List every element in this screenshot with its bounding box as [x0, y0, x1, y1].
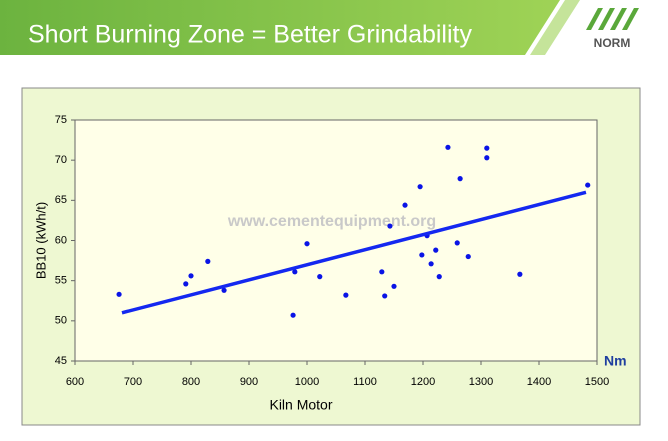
- header-band: [0, 0, 560, 55]
- point: [417, 184, 423, 190]
- point: [454, 240, 460, 246]
- point: [292, 269, 298, 275]
- point: [116, 291, 122, 297]
- x-tick-label: 600: [66, 376, 84, 388]
- trendline: [121, 190, 587, 315]
- point: [382, 293, 388, 299]
- y-tick-label: 65: [55, 194, 67, 206]
- x-tick-label: 1100: [353, 376, 377, 388]
- point: [317, 274, 323, 280]
- point: [290, 312, 296, 318]
- x-axis-label: Kiln Motor: [269, 397, 332, 413]
- header-stripe: [530, 0, 580, 55]
- x-tick-label: 1000: [295, 376, 319, 388]
- logo-text: NORM: [594, 36, 631, 50]
- y-tick-label: 70: [55, 154, 67, 166]
- x-tick-label: 1500: [585, 376, 609, 388]
- point: [419, 252, 425, 258]
- y-tick-label: 50: [55, 315, 67, 327]
- point: [585, 182, 591, 188]
- point: [465, 253, 471, 260]
- x-tick-label: 1300: [469, 376, 493, 388]
- y-tick-label: 75: [55, 114, 67, 126]
- point: [343, 292, 349, 298]
- point: [433, 247, 439, 253]
- unit-label: Nm: [604, 353, 627, 369]
- x-tick-label: 1400: [527, 376, 551, 388]
- point: [304, 241, 310, 247]
- point: [205, 258, 211, 264]
- slide-title: Short Burning Zone = Better Grindability: [28, 21, 472, 49]
- point: [391, 283, 397, 289]
- y-tick-label: 45: [55, 355, 67, 367]
- point: [517, 271, 523, 277]
- point: [183, 281, 189, 287]
- plot-area: [74, 119, 598, 362]
- point: [457, 176, 463, 182]
- point: [188, 273, 194, 279]
- x-tick-label: 1200: [411, 376, 435, 388]
- x-tick-label: 900: [240, 376, 258, 388]
- point: [402, 202, 408, 208]
- point: [221, 287, 227, 293]
- point: [387, 223, 393, 229]
- y-axis-label: BB10 (kWh/t): [33, 202, 48, 279]
- point: [428, 261, 434, 267]
- point: [484, 155, 490, 161]
- y-tick-label: 60: [55, 234, 67, 246]
- x-tick-label: 800: [182, 376, 200, 388]
- watermark: www.cementequipment.org: [227, 213, 436, 230]
- y-tick-label: 55: [55, 275, 67, 287]
- point: [445, 144, 451, 150]
- logo: [586, 8, 639, 30]
- point: [436, 274, 442, 280]
- point: [484, 145, 490, 151]
- x-tick-label: 700: [124, 376, 142, 388]
- point: [379, 269, 385, 275]
